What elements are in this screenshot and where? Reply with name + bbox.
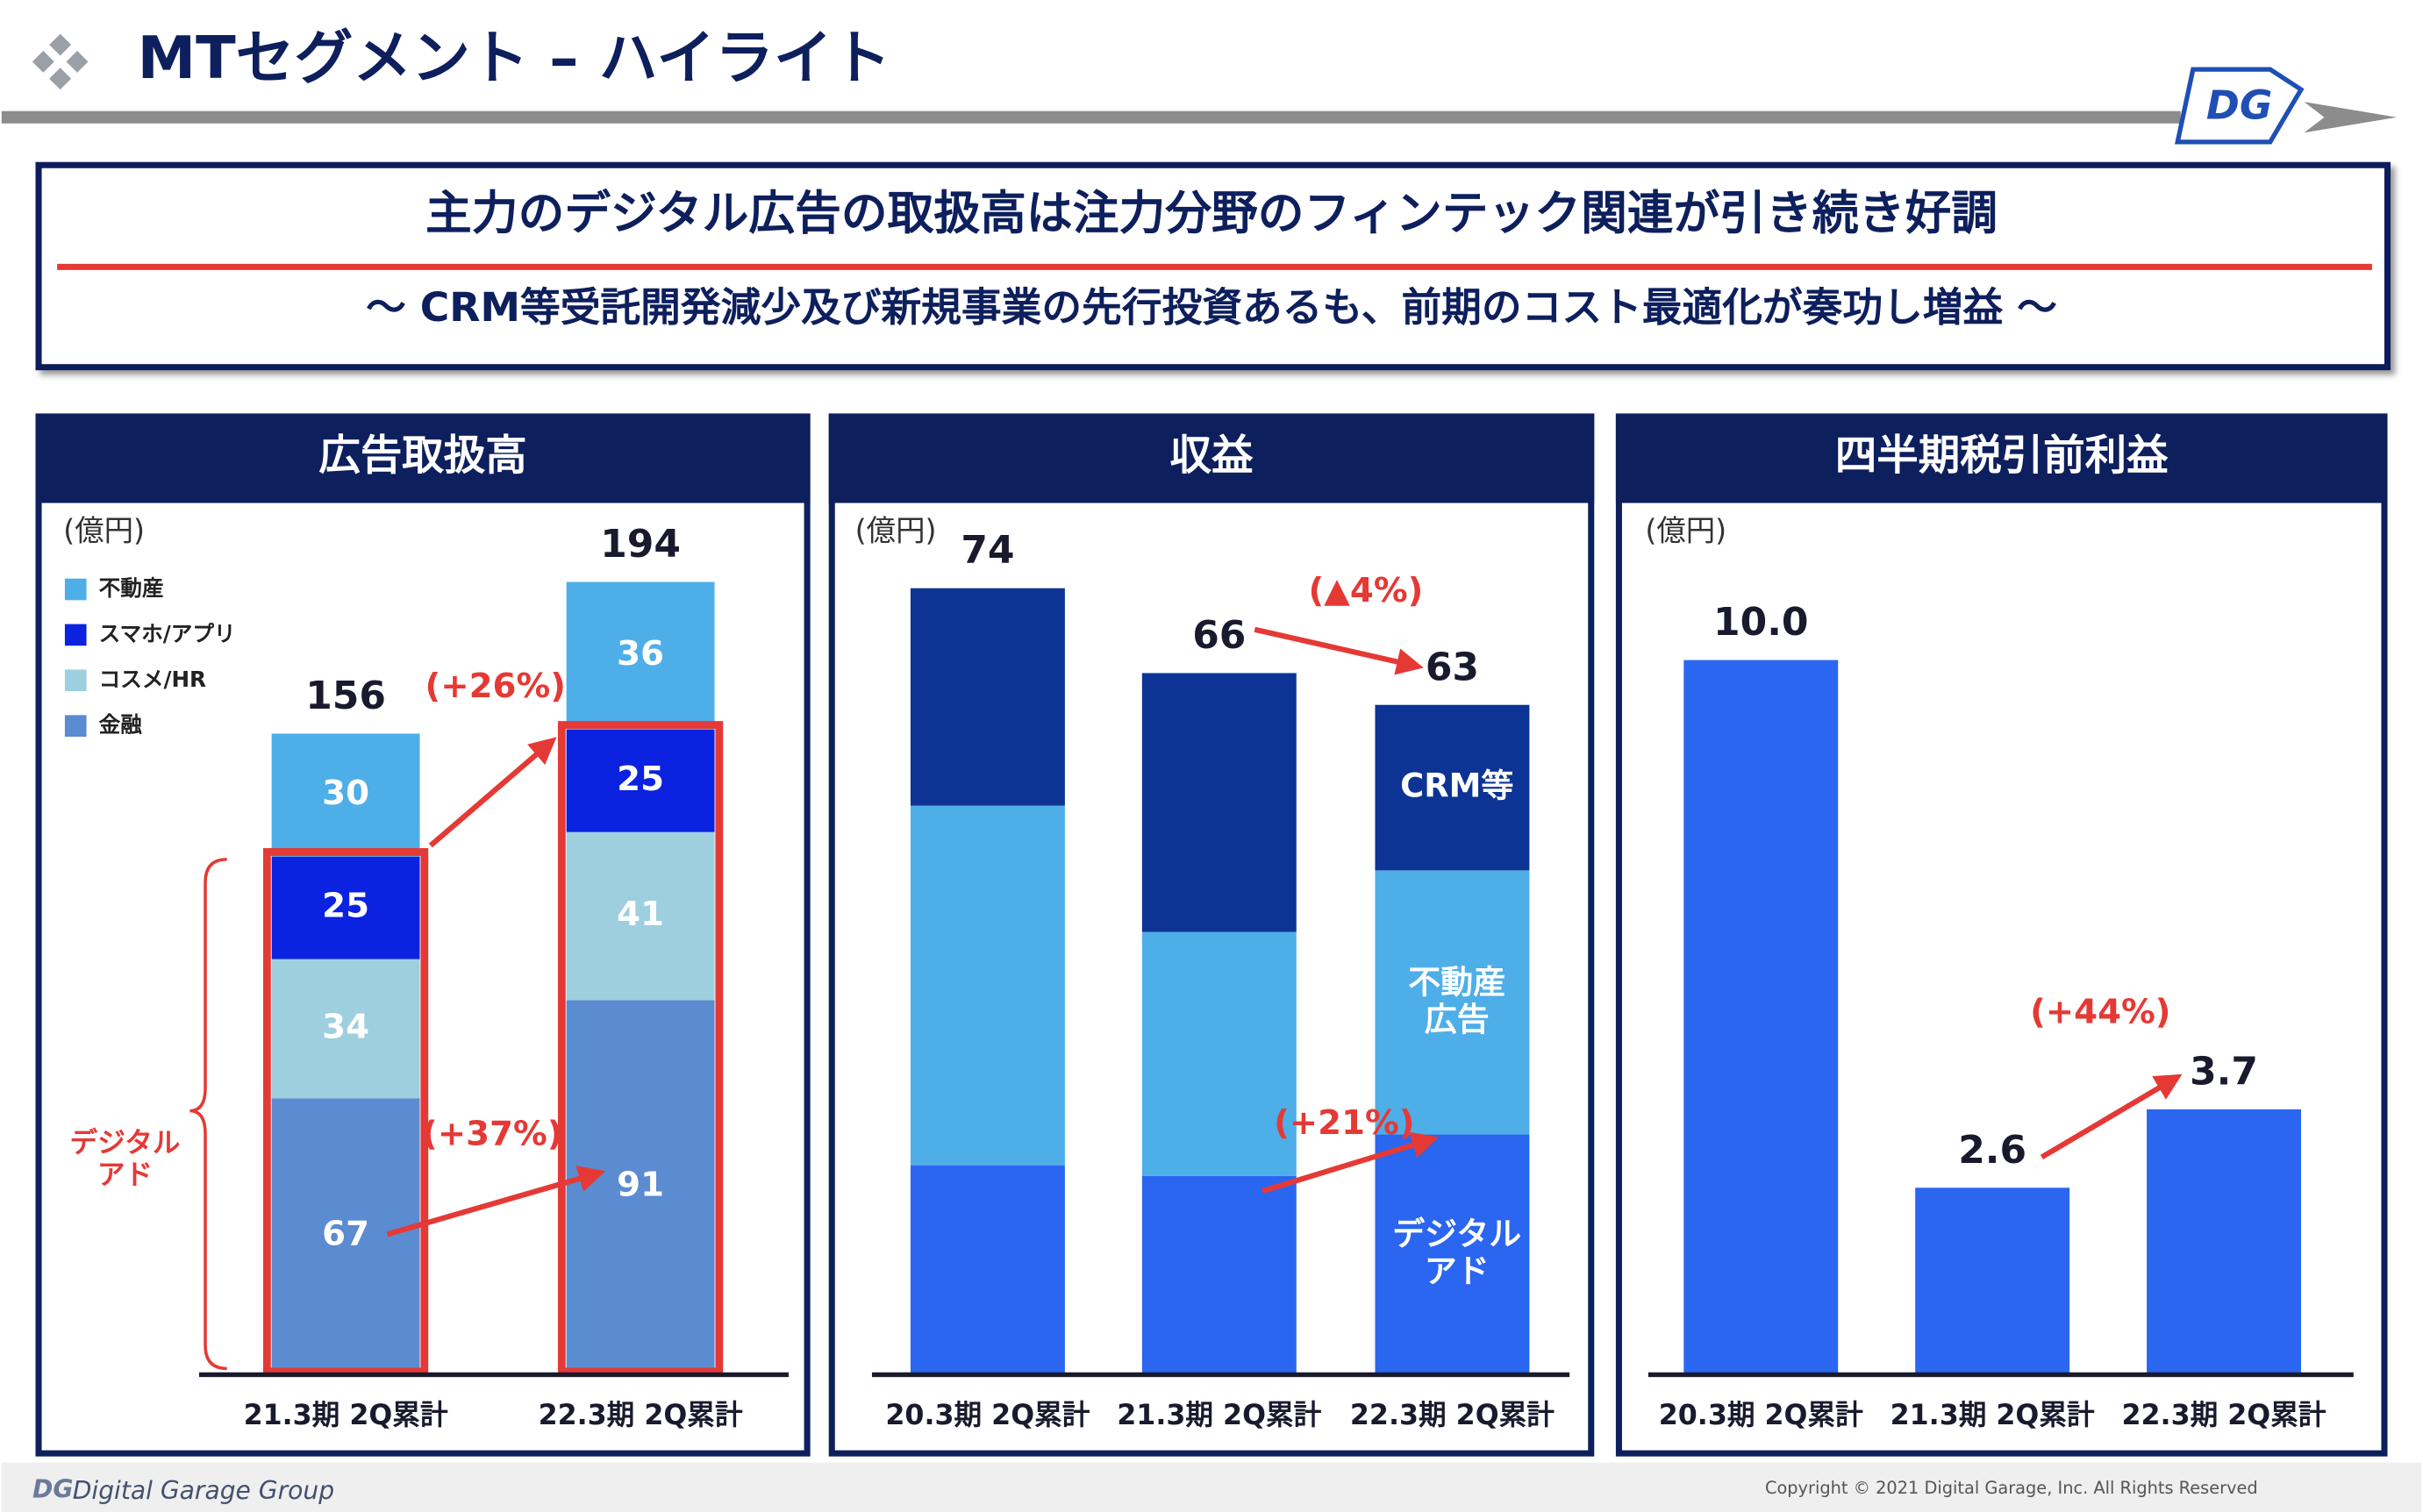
segment-label: 91	[617, 1165, 664, 1204]
value-label: 10.0	[1713, 600, 1808, 645]
plots: 広告取扱高 (億円) 67 34 25 30 156 91 41 25 36 194 不動産スマホ/アプ…	[63, 431, 2354, 1431]
unit-label: (億円)	[1645, 513, 1726, 547]
total-label: 194	[600, 522, 681, 567]
footer: DG Digital Garage Group Copyright © 2021…	[1, 1462, 2422, 1512]
bar-segment	[566, 729, 715, 832]
logo: DG	[2174, 67, 2305, 145]
bar-segment	[1375, 870, 1530, 1135]
bar	[2147, 1109, 2301, 1373]
banner-rule	[57, 263, 2372, 270]
segment-label: 41	[617, 895, 664, 934]
legend-label: スマホ/アプリ	[99, 621, 236, 646]
bar-segment	[910, 805, 1065, 1166]
segment-label: 30	[322, 774, 369, 813]
bracket	[189, 858, 227, 1371]
arrow	[428, 737, 557, 848]
banner-subline: 〜 CRM等受託開発減少及び新規事業の先行投資あるも、前期のコスト最適化が奏功し…	[366, 284, 2057, 331]
series-label: 不動産広告	[1408, 963, 1505, 1038]
panel-title: 収益	[1170, 431, 1254, 480]
highlight-box	[557, 721, 724, 1376]
arrow	[2040, 1073, 2183, 1160]
x-tick-label: 21.3期 2Q累計	[244, 1400, 448, 1431]
bar-segment	[1141, 1175, 1297, 1373]
bar-segment	[910, 588, 1065, 806]
header-rule	[1, 111, 2181, 124]
panel-title: 四半期税引前利益	[1835, 431, 2169, 480]
total-label: 66	[1192, 613, 1246, 658]
svg-text:DG: DG	[2206, 82, 2272, 129]
x-tick-label: 21.3期 2Q累計	[1117, 1400, 1321, 1431]
panel-title: 広告取扱高	[318, 431, 526, 480]
segment-label: 36	[617, 634, 664, 674]
company-name: Digital Garage Group	[73, 1476, 334, 1505]
legend-label: 不動産	[99, 575, 164, 601]
arrows	[386, 626, 2183, 1237]
value-label: 2.6	[1958, 1128, 2026, 1173]
total-label: 156	[305, 674, 386, 718]
banner-headline: 主力のデジタル広告の取扱高は注力分野のフィンテック関連が引き続き好調	[425, 187, 1998, 240]
bar-segment	[1141, 931, 1297, 1176]
series-label: CRM等	[1400, 767, 1513, 805]
x-tick-label: 22.3期 2Q累計	[539, 1400, 743, 1431]
bar-segment	[1375, 704, 1530, 871]
legend-swatch	[64, 669, 87, 692]
bar	[1683, 660, 1839, 1373]
total-label: 63	[1426, 645, 1479, 689]
x-tick-label: 22.3期 2Q累計	[2122, 1400, 2327, 1431]
arrow	[386, 1166, 606, 1237]
bar-segment	[1375, 1134, 1530, 1373]
series-label: デジタルアド	[1392, 1215, 1521, 1289]
annotation: (+37%)	[422, 1114, 562, 1153]
legend-swatch	[64, 624, 87, 646]
legend-label: コスメ/HR	[99, 667, 206, 692]
bar-segment	[271, 856, 420, 959]
banner: 主力のデジタル広告の取扱高は注力分野のフィンテック関連が引き続き好調 〜 CRM…	[35, 161, 2391, 371]
arrow	[1254, 626, 1424, 675]
highlight-box	[262, 848, 429, 1376]
segment-label: 25	[322, 887, 369, 926]
arrow	[1262, 1131, 1440, 1195]
bar	[1915, 1187, 2070, 1373]
total-label: 74	[961, 528, 1014, 573]
panel-header	[35, 413, 811, 503]
header-icon	[32, 33, 89, 90]
annotation: (+44%)	[2030, 992, 2170, 1031]
annotation: (+21%)	[1274, 1103, 1414, 1143]
bar-segment	[910, 1165, 1065, 1373]
panel-header	[1615, 413, 2388, 503]
annotation: (+26%)	[425, 667, 566, 706]
value-label: 3.7	[2190, 1049, 2258, 1094]
footer-logo: DG	[32, 1474, 73, 1503]
bar-segment	[271, 1098, 420, 1373]
footer-band	[1, 1462, 2422, 1512]
page-title: MTセグメント – ハイライト	[138, 24, 891, 92]
bar-segment	[271, 959, 420, 1099]
unit-label: (億円)	[855, 513, 937, 547]
panel-header	[828, 413, 1595, 503]
bar-segment	[1141, 673, 1297, 932]
legend-swatch	[64, 578, 87, 601]
segment-label: 67	[322, 1215, 369, 1254]
x-tick-label: 21.3期 2Q累計	[1891, 1400, 2095, 1431]
header: MTセグメント – ハイライト DG	[1, 24, 2398, 145]
bar-segment	[271, 733, 420, 857]
bracket-label: デジタルアド	[70, 1127, 181, 1191]
x-tick-label: 20.3期 2Q累計	[885, 1400, 1090, 1431]
segment-label: 25	[617, 760, 664, 799]
legend-swatch	[64, 715, 87, 738]
x-tick-label: 20.3期 2Q累計	[1659, 1400, 1863, 1431]
legend-label: 金融	[99, 712, 143, 738]
bar-segment	[566, 831, 715, 1001]
header-arrow	[2304, 102, 2398, 133]
copyright: Copyright © 2021 Digital Garage, Inc. Al…	[1765, 1478, 2258, 1498]
bar-segment	[566, 581, 715, 730]
annotation: (▲4%)	[1309, 571, 1424, 610]
segment-label: 34	[322, 1008, 369, 1047]
unit-label: (億円)	[63, 513, 145, 547]
x-tick-label: 22.3期 2Q累計	[1350, 1400, 1555, 1431]
